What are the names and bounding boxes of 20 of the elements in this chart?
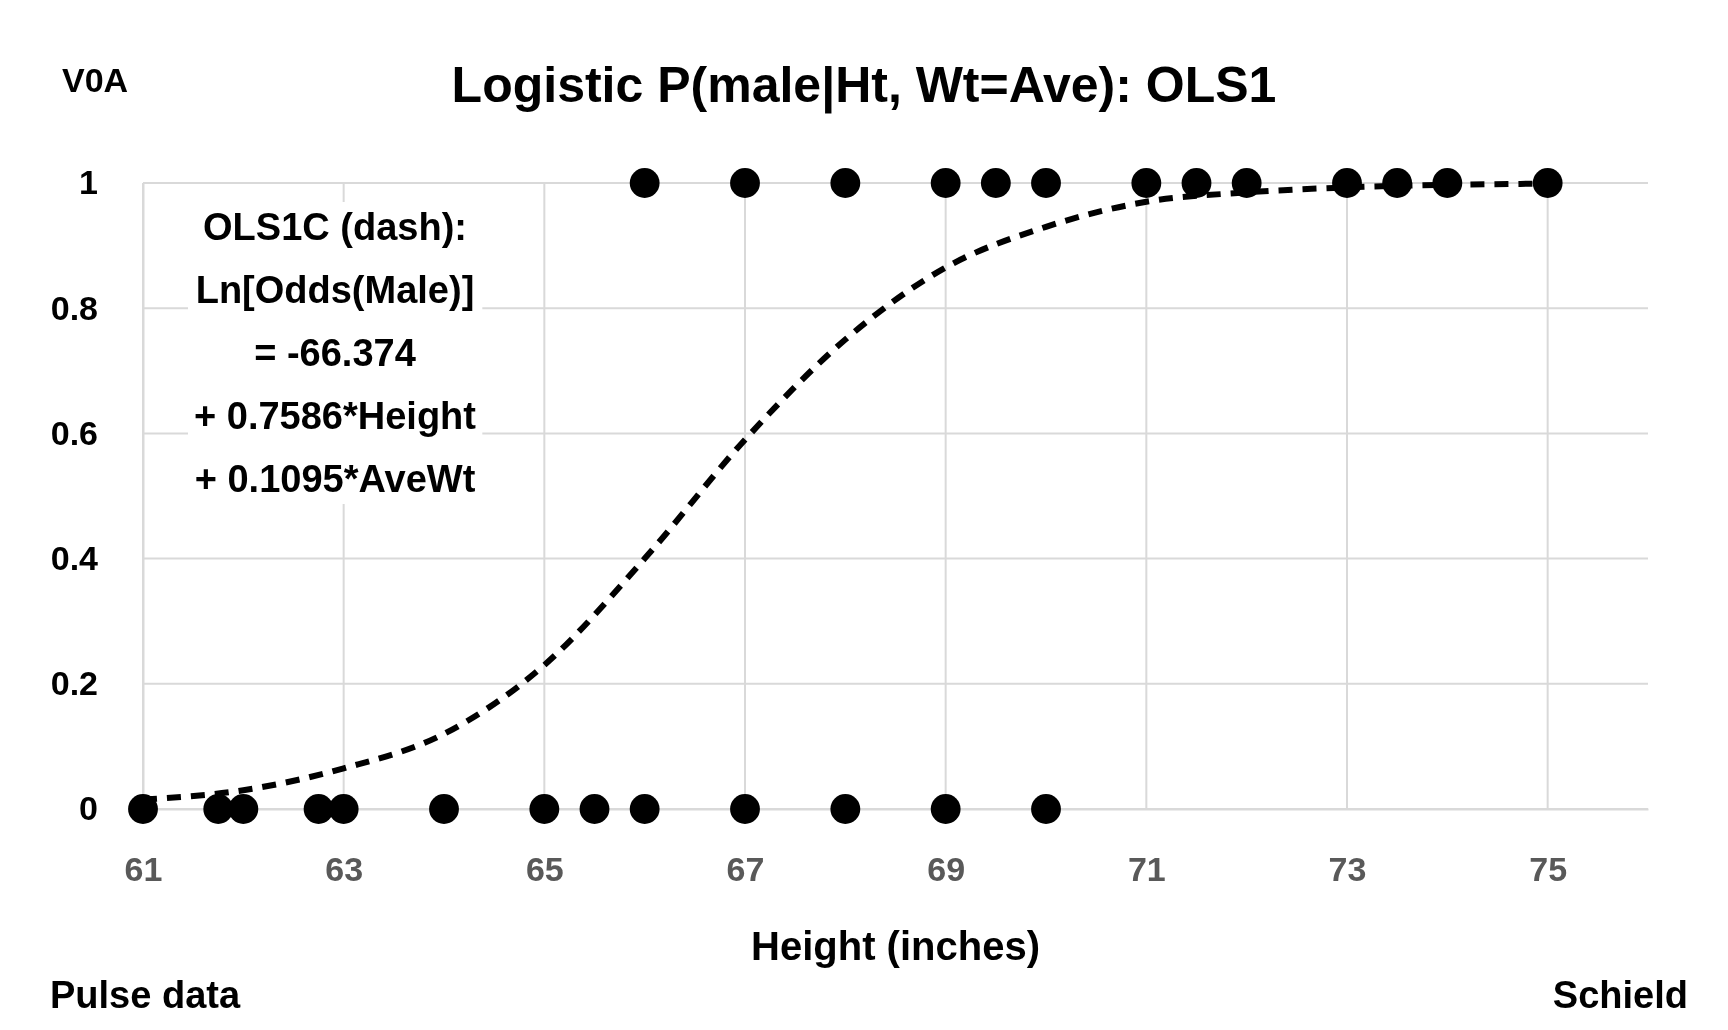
y-tick-label: 0	[79, 789, 98, 828]
x-tick-label: 65	[525, 850, 564, 889]
text: Pulse data	[50, 974, 241, 1016]
y-tick-label: 0.2	[50, 664, 98, 703]
y-tick-label: 0.6	[50, 413, 98, 452]
x-tick-label: 71	[1127, 850, 1166, 889]
text: Schield	[1552, 974, 1688, 1016]
x-tick-label: 67	[726, 850, 765, 889]
x-tick-label: 73	[1328, 850, 1367, 889]
x-axis-title: Height (inches)	[751, 924, 1040, 968]
x-tick-label: 75	[1529, 850, 1568, 889]
chart-title: Logistic P(male|Ht, Wt=Ave): OLS1	[451, 57, 1277, 114]
text: V0A	[62, 61, 129, 99]
x-tick-label: 69	[927, 850, 966, 889]
y-tick-label: 1	[79, 163, 98, 202]
y-tick-label: 0.4	[50, 538, 99, 577]
x-tick-label: 61	[124, 850, 163, 889]
annotation: OLS1C (dash): Ln[Odds(Male)] = -66.374 + 0.7586*Height + 0.1095*AveWt	[194, 206, 477, 500]
x-tick-label: 63	[325, 850, 364, 889]
y-tick-label: 0.8	[50, 288, 98, 327]
